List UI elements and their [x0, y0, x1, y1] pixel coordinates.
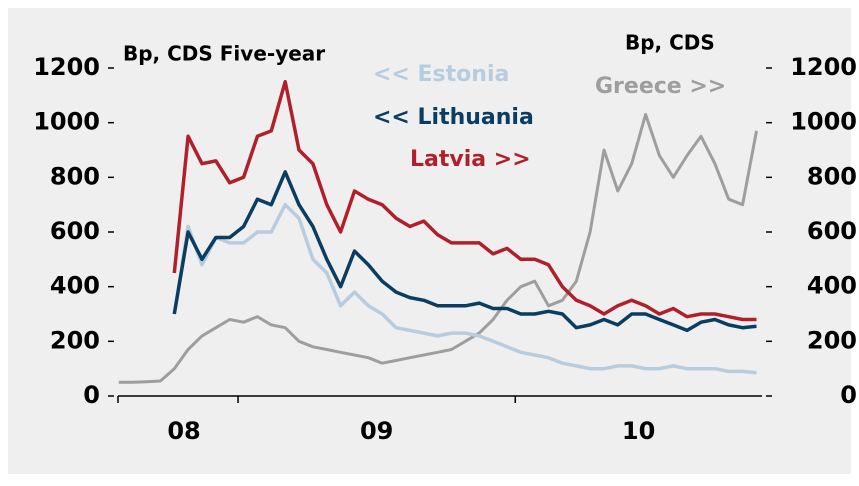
y-tick-label: 1200: [33, 53, 100, 81]
y-tick-label: 1000: [33, 108, 100, 136]
series-line: [172, 202, 757, 375]
chart-title: Bp, CDS Five-year: [123, 42, 325, 66]
y-tick-label: 600: [50, 217, 100, 245]
series-line: [118, 113, 758, 384]
y2-tick-label: 1000: [790, 108, 857, 136]
x-tick-label: 08: [167, 417, 200, 445]
legend-label: Greece >>: [595, 74, 726, 99]
y-tick-label: 200: [50, 326, 100, 354]
y2-title: Bp, CDS: [625, 31, 715, 55]
series-line: [172, 79, 757, 322]
legend-label: << Lithuania: [373, 105, 534, 130]
y-tick-label: 400: [50, 272, 100, 300]
x-tick-label: 10: [622, 417, 655, 445]
y2-tick-label: 400: [807, 272, 857, 300]
y2-tick-label: 600: [807, 217, 857, 245]
x-tick-label: 09: [360, 417, 393, 445]
legend-label: Latvia >>: [410, 147, 531, 172]
series-line: [172, 170, 757, 333]
y2-tick-label: 1200: [790, 53, 857, 81]
y-tick-label: 0: [83, 381, 100, 409]
y2-tick-label: 800: [807, 162, 857, 190]
y-tick-label: 800: [50, 162, 100, 190]
legend-label: << Estonia: [373, 62, 509, 87]
y2-tick-label: 0: [840, 381, 857, 409]
y2-tick-label: 200: [807, 326, 857, 354]
